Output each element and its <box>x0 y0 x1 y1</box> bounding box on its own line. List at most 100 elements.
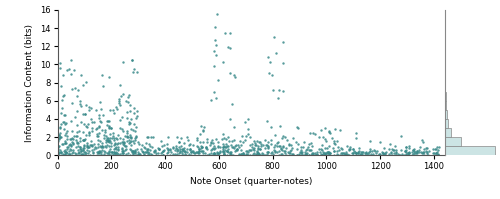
Point <box>415 151 423 154</box>
Point <box>172 147 180 150</box>
Point <box>63 129 71 132</box>
Point <box>145 153 153 157</box>
Point <box>210 90 218 93</box>
Point <box>313 153 321 157</box>
Point <box>304 153 312 156</box>
Point <box>66 72 74 75</box>
Point <box>106 150 114 154</box>
Point <box>183 148 191 151</box>
Point <box>73 123 81 126</box>
Point <box>90 120 98 123</box>
Point <box>418 150 426 153</box>
Point <box>61 153 69 156</box>
Point <box>340 152 348 155</box>
Point <box>224 136 232 139</box>
Point <box>58 143 66 146</box>
Point <box>106 150 114 153</box>
Point <box>131 139 139 142</box>
Point <box>57 151 65 154</box>
Point <box>78 147 86 150</box>
Point <box>216 149 224 152</box>
Point <box>193 150 201 153</box>
Point <box>264 55 272 59</box>
Point <box>408 151 416 154</box>
Point <box>125 121 133 124</box>
Point <box>242 149 250 152</box>
Point <box>257 145 265 148</box>
Point <box>410 150 418 153</box>
Point <box>380 147 388 150</box>
Bar <box>444 146 495 155</box>
Point <box>282 153 290 157</box>
Point <box>275 89 283 92</box>
Point <box>145 151 153 155</box>
Point <box>59 95 67 98</box>
Point <box>280 134 287 138</box>
Point <box>232 149 240 152</box>
Point <box>105 144 113 147</box>
Point <box>334 146 342 149</box>
Point <box>330 153 338 157</box>
Point <box>108 150 116 154</box>
Point <box>104 137 112 140</box>
Point <box>348 148 356 151</box>
Point <box>126 147 134 150</box>
Point <box>189 151 197 154</box>
Point <box>316 136 324 139</box>
Point <box>423 151 431 154</box>
Point <box>234 143 242 147</box>
Point <box>230 73 238 76</box>
Point <box>95 126 103 129</box>
Bar <box>444 64 446 73</box>
Point <box>104 75 112 79</box>
Point <box>62 150 70 154</box>
Point <box>132 117 140 120</box>
Point <box>220 145 228 148</box>
Point <box>65 150 73 153</box>
Point <box>114 134 122 137</box>
Point <box>114 137 122 140</box>
Point <box>97 152 105 155</box>
Point <box>84 150 92 153</box>
Point <box>114 145 122 149</box>
Point <box>302 148 310 151</box>
Point <box>172 145 180 148</box>
Point <box>70 151 78 155</box>
Point <box>354 151 362 155</box>
Point <box>172 148 180 151</box>
Point <box>68 152 76 155</box>
Point <box>269 153 277 156</box>
Point <box>93 134 101 137</box>
Point <box>100 84 108 87</box>
X-axis label: Note Onset (quarter-notes): Note Onset (quarter-notes) <box>190 177 312 186</box>
Point <box>311 153 319 156</box>
Point <box>286 151 294 154</box>
Point <box>175 145 183 148</box>
Point <box>380 153 388 156</box>
Point <box>194 138 202 141</box>
Point <box>105 119 113 122</box>
Point <box>66 58 74 61</box>
Point <box>141 150 149 153</box>
Point <box>80 139 88 142</box>
Point <box>130 68 138 71</box>
Point <box>341 153 349 156</box>
Point <box>80 152 88 155</box>
Point <box>107 126 115 129</box>
Point <box>318 148 326 151</box>
Point <box>323 151 331 154</box>
Point <box>199 149 207 152</box>
Point <box>88 126 96 130</box>
Point <box>425 149 433 152</box>
Point <box>359 151 367 154</box>
Point <box>112 152 120 156</box>
Point <box>99 113 107 117</box>
Point <box>120 143 128 147</box>
Point <box>76 148 84 151</box>
Point <box>136 152 144 156</box>
Point <box>320 146 328 149</box>
Point <box>256 140 264 143</box>
Point <box>138 149 145 153</box>
Point <box>104 140 112 143</box>
Point <box>184 139 192 142</box>
